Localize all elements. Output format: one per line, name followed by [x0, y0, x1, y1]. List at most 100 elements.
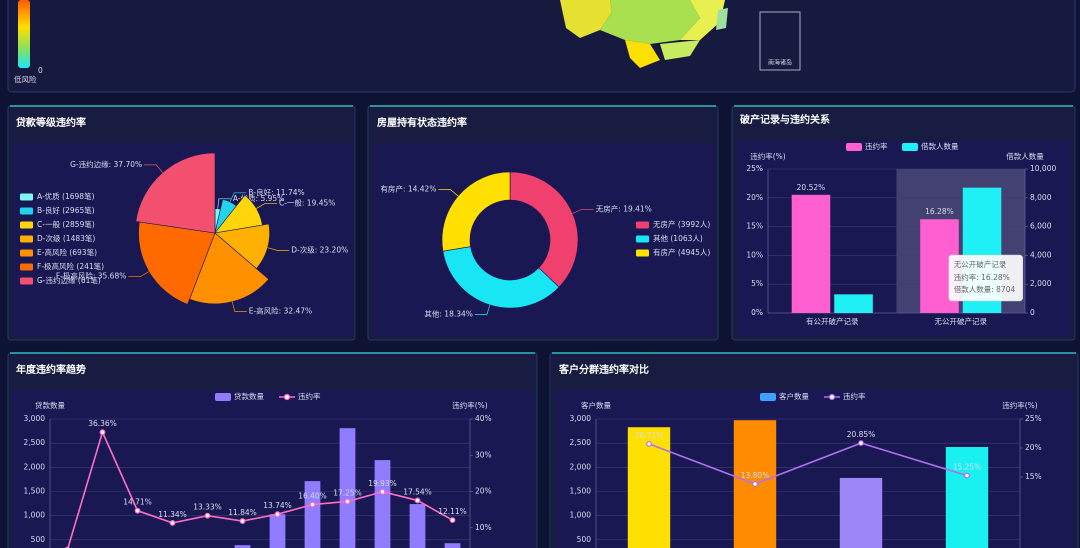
y-axis-title: 贷款数量 [35, 400, 65, 410]
legend-label: F-极高风险 (241笔) [37, 261, 104, 271]
pie-slice [138, 221, 216, 305]
legend-label: A-优质 (1698笔) [37, 191, 95, 201]
inset-label: 南海诸岛 [768, 59, 792, 67]
pie-slice [441, 171, 511, 252]
map-region [660, 40, 700, 60]
legend-swatch [20, 277, 33, 285]
y-tick-label: 2,500 [24, 438, 46, 447]
line-point [344, 498, 351, 505]
data-label: 17.25% [333, 488, 362, 497]
legend-swatch [20, 207, 33, 215]
legend-label: 有房产 (4945人) [653, 247, 710, 257]
legend-label: B-良好 (2965笔) [37, 205, 95, 215]
bar [834, 294, 873, 313]
data-label: A-优质: 5.95% [233, 193, 284, 203]
data-label: C-一般: 19.45% [279, 197, 335, 207]
data-label: 36.36% [88, 419, 117, 428]
map-region [600, 0, 700, 44]
y2-tick-label: 0 [1030, 308, 1035, 317]
data-label: 无房产: 19.41% [596, 203, 652, 213]
pie-slice [509, 171, 579, 288]
y-tick-label: 500 [31, 535, 46, 544]
y2-axis-title: 违约率(%) [452, 400, 488, 410]
legend-swatch [846, 143, 862, 151]
line-point [379, 488, 386, 495]
y-axis-title: 客户数量 [581, 400, 611, 410]
y2-tick-label: 8,000 [1030, 193, 1052, 202]
data-label: 其他: 18.34% [424, 309, 473, 319]
data-label: G-违约边缘: 37.70% [70, 159, 142, 169]
visual-map-label: 低风险 [14, 74, 37, 84]
data-label: D-次级: 23.20% [291, 244, 348, 254]
panel-title: 贷款等级违约率 [15, 116, 86, 129]
map-region [560, 0, 612, 38]
visual-map-min: 0 [38, 66, 43, 75]
legend-label: C-一般 (2859笔) [37, 219, 95, 229]
panel-title: 房屋持有状态违约率 [377, 116, 467, 129]
y2-tick-label: 20% [1025, 443, 1042, 452]
legend-swatch [636, 249, 649, 257]
data-label: 11.84% [228, 508, 257, 517]
line-point [752, 481, 758, 487]
legend-swatch [20, 221, 33, 229]
legend-label: 无房产 (3992人) [653, 219, 710, 229]
legend-swatch [20, 193, 33, 201]
line-point [414, 497, 421, 504]
data-label: 11.34% [158, 510, 187, 519]
y2-tick-label: 4,000 [1030, 250, 1052, 259]
bar [374, 460, 391, 548]
y2-tick-label: 6,000 [1030, 222, 1052, 231]
tooltip-line: 违约率: 16.28% [954, 272, 1010, 282]
y-tick-label: 15% [746, 222, 763, 231]
y-tick-label: 1,500 [24, 487, 46, 496]
legend-swatch [760, 393, 776, 401]
panel-title: 年度违约率趋势 [16, 363, 86, 376]
line [648, 442, 968, 485]
label-line [256, 203, 277, 209]
line-point [134, 507, 141, 514]
tooltip [948, 254, 1023, 302]
line-point [239, 518, 246, 524]
y-tick-label: 5% [751, 279, 763, 288]
visual-map-bar [18, 0, 30, 68]
bar [269, 514, 286, 548]
map-region [625, 40, 660, 68]
data-label: B-良好: 11.74% [248, 187, 304, 197]
map-panel [7, 0, 1076, 93]
y-tick-label: 500 [577, 535, 592, 544]
y2-tick-label: 15% [1025, 472, 1042, 481]
y-tick-label: 25% [746, 164, 763, 173]
legend-label: 违约率 [298, 391, 321, 401]
panel-inner [374, 143, 714, 336]
line-point [99, 429, 106, 436]
label-line [229, 192, 247, 202]
y-tick-label: 0% [751, 308, 763, 317]
legend-swatch [636, 235, 649, 243]
legend-swatch [20, 263, 33, 271]
y-tick-label: 2,500 [570, 438, 592, 447]
data-label: 19.93% [368, 479, 397, 488]
panel-title: 破产记录与违约关系 [740, 113, 830, 126]
data-label: 有房产: 14.42% [380, 184, 436, 194]
legend-label: 违约率 [843, 391, 866, 401]
data-label: 16.28% [925, 207, 954, 216]
data-label: 15.25% [953, 463, 982, 472]
legend-label: 借款人数量 [921, 141, 959, 151]
legend-label: 贷款数量 [234, 391, 264, 401]
line-point [169, 519, 176, 526]
y2-tick-label: 10% [475, 523, 492, 532]
data-label: 16.40% [298, 492, 327, 501]
y-tick-label: 1,000 [570, 511, 592, 520]
panel-title: 客户分群违约率对比 [558, 363, 649, 376]
line-point [646, 440, 652, 447]
map-shapes [560, 0, 728, 68]
bar [839, 477, 883, 548]
y-tick-label: 10% [746, 250, 763, 259]
bar [627, 427, 671, 548]
label-line [144, 164, 163, 173]
legend-label: 客户数量 [779, 391, 809, 401]
map-region [680, 0, 725, 40]
data-label: 14.71% [123, 498, 152, 507]
x-tick-label: 有公开破产记录 [806, 316, 859, 326]
y2-tick-label: 10,000 [1030, 164, 1056, 173]
